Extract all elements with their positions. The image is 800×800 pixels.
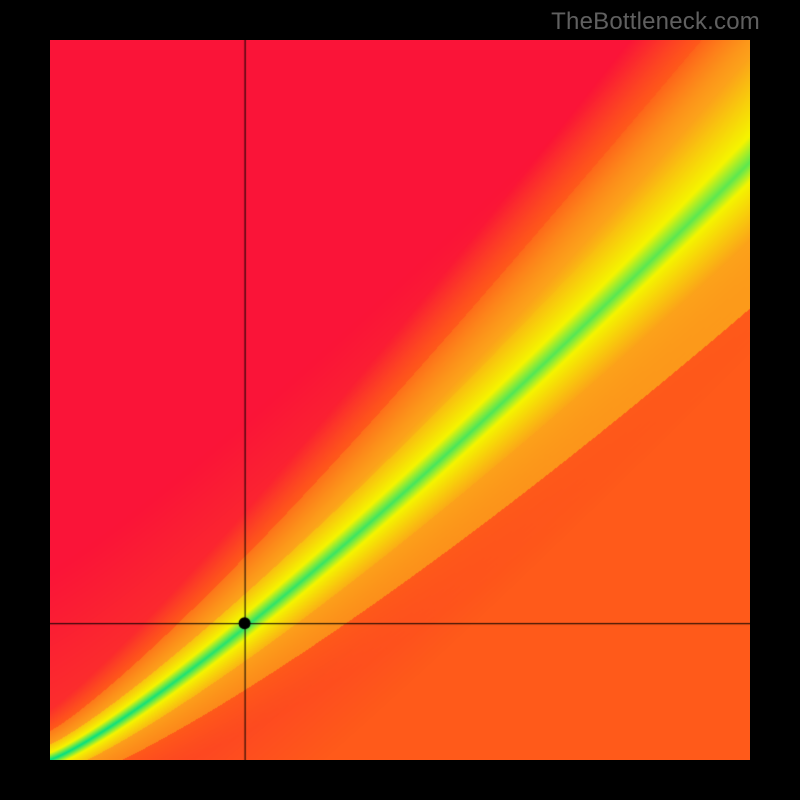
chart-frame: TheBottleneck.com xyxy=(0,0,800,800)
plot-area xyxy=(50,40,750,760)
attribution-text: TheBottleneck.com xyxy=(551,8,760,36)
bottleneck-heatmap xyxy=(50,40,750,760)
